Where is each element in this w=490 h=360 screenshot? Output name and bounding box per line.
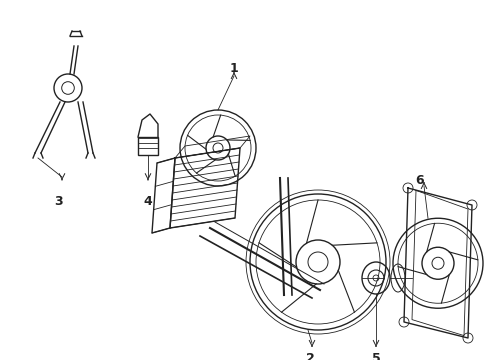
Text: 2: 2 [306, 352, 315, 360]
Bar [138, 137, 158, 155]
Text: 6: 6 [416, 174, 424, 187]
Text: 4: 4 [144, 195, 152, 208]
Text: 1: 1 [230, 62, 238, 75]
Text: 5: 5 [371, 352, 380, 360]
Text: 3: 3 [54, 195, 62, 208]
